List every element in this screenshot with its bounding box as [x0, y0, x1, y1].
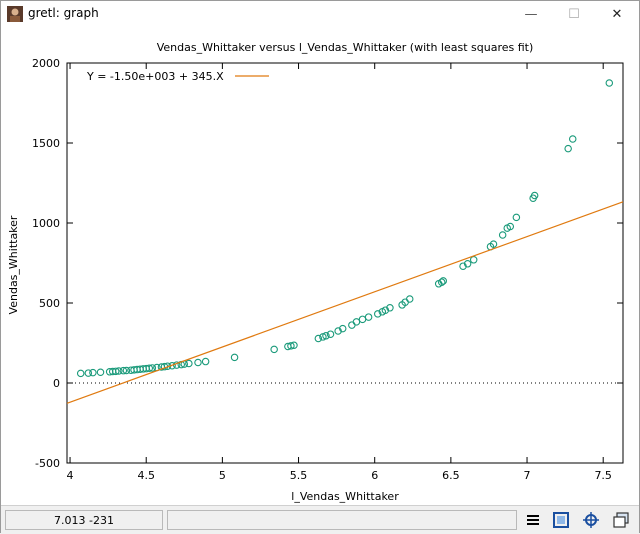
data-point: [96, 368, 105, 377]
x-tick-label: 4: [67, 469, 74, 482]
x-tick-label: 6.5: [442, 469, 460, 482]
data-point: [148, 364, 157, 372]
x-tick-label: 6: [371, 469, 378, 482]
data-point: [506, 222, 515, 231]
data-point: [564, 144, 572, 153]
data-point: [469, 256, 478, 264]
status-message-area: [167, 510, 517, 530]
y-tick-label: 1500: [32, 137, 60, 150]
data-point: [76, 369, 85, 378]
data-point: [270, 345, 278, 354]
data-point: [290, 341, 298, 349]
legend-label: Y = -1.50e+003 + 345.X: [86, 70, 224, 83]
status-bar: 7.013 -231: [1, 505, 639, 534]
data-point: [115, 367, 123, 375]
y-tick-label: 1000: [32, 217, 60, 230]
data-points: [76, 79, 614, 378]
data-point: [530, 191, 539, 200]
close-button[interactable]: ✕: [611, 6, 623, 22]
data-point: [84, 369, 93, 377]
data-point: [348, 321, 356, 329]
x-tick-label: 7: [524, 469, 531, 482]
x-tick-label: 4.5: [137, 469, 155, 482]
data-point: [314, 334, 323, 343]
x-axis-label: l_Vendas_Whittaker: [291, 490, 399, 503]
data-point: [89, 368, 97, 377]
fit-line-group: [66, 201, 624, 404]
least-squares-fit-line: [66, 201, 624, 404]
data-point: [194, 358, 202, 367]
coordinate-readout: 7.013 -231: [5, 510, 163, 530]
data-point: [185, 359, 193, 368]
data-point: [145, 364, 154, 373]
data-point: [358, 315, 367, 324]
data-point: [122, 366, 131, 375]
x-tick-label: 5.5: [290, 469, 308, 482]
data-point: [459, 262, 467, 270]
data-point: [568, 135, 577, 143]
axes: 4 4.5 5 5.5 6 6.5 7 7.5 -500 0 500 1000 1500 2000: [32, 57, 624, 482]
data-point: [230, 353, 239, 362]
y-tick-label: 2000: [32, 57, 60, 70]
x-tick-label: 7.5: [594, 469, 612, 482]
data-point: [287, 342, 295, 350]
data-point: [405, 295, 414, 303]
data-point: [168, 361, 176, 370]
x-tick-label: 5: [219, 469, 226, 482]
maximize-button[interactable]: ☐: [568, 6, 580, 22]
y-axis-label: Vendas_Whittaker: [7, 215, 20, 314]
data-point: [364, 313, 373, 321]
data-point: [111, 367, 120, 376]
data-point: [201, 357, 210, 366]
minimize-button[interactable]: —: [524, 6, 538, 22]
chart-title: Vendas_Whittaker versus l_Vendas_Whittak…: [157, 41, 534, 54]
data-point: [437, 278, 446, 286]
gretl-app-icon: [7, 6, 23, 22]
data-point: [326, 330, 335, 338]
data-point: [352, 318, 361, 326]
data-point: [439, 277, 448, 285]
data-point: [463, 260, 472, 268]
y-tick-label: 500: [39, 297, 60, 310]
window-title: gretl: graph: [28, 6, 99, 20]
data-point: [374, 310, 382, 318]
data-point: [334, 327, 342, 335]
data-point: [512, 213, 521, 222]
menu-icon[interactable]: [521, 509, 545, 531]
data-point: [338, 324, 347, 333]
title-bar[interactable]: gretl: graph — ☐ ✕: [1, 1, 639, 27]
fit-icon[interactable]: [579, 509, 603, 531]
data-point: [386, 304, 394, 312]
data-point: [605, 79, 614, 87]
y-tick-label: -500: [35, 457, 60, 470]
scatter-chart: Vendas_Whittaker versus l_Vendas_Whittak…: [7, 41, 624, 503]
data-point: [119, 366, 128, 375]
data-point: [322, 332, 330, 340]
zoom-icon[interactable]: [549, 509, 573, 531]
data-point: [498, 231, 507, 239]
plot-area[interactable]: Vendas_Whittaker versus l_Vendas_Whittak…: [1, 27, 639, 505]
data-point: [489, 240, 498, 248]
data-point: [381, 306, 390, 314]
restore-icon[interactable]: [609, 509, 633, 531]
y-tick-label: 0: [53, 377, 60, 390]
plot-frame: [66, 62, 624, 464]
